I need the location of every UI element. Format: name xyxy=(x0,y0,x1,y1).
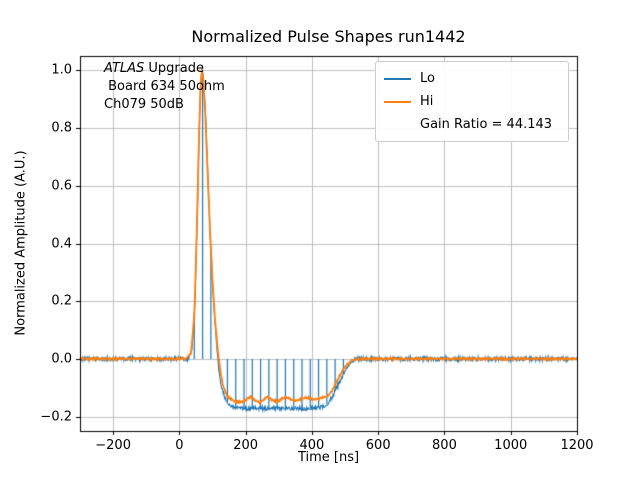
annotation: ATLAS Upgrade Board 634 50ohm Ch079 50dB xyxy=(104,60,225,115)
x-tick-label: 600 xyxy=(365,438,391,453)
legend-label-gain-ratio: Gain Ratio = 44.143 xyxy=(420,117,553,132)
y-tick-label: −0.2 xyxy=(40,409,72,425)
legend-entry-lo: Lo xyxy=(384,67,560,90)
y-tick-label: 1.0 xyxy=(51,62,72,78)
lo-line-swatch xyxy=(384,77,411,80)
legend: Lo Hi Gain Ratio = 44.143 xyxy=(375,61,569,142)
x-tick-label: 0 xyxy=(175,438,184,453)
legend-label-lo: Lo xyxy=(420,71,435,86)
legend-entry-hi: Hi xyxy=(384,90,560,113)
x-tick-label: 200 xyxy=(233,438,259,453)
y-tick-label: 0.4 xyxy=(51,236,72,251)
annotation-line-1: ATLAS Upgrade xyxy=(104,60,225,78)
y-tick-label: 0.0 xyxy=(51,351,72,367)
x-tick-label: 800 xyxy=(432,438,457,453)
legend-label-hi: Hi xyxy=(420,94,434,109)
x-tick-label: 1200 xyxy=(560,438,594,453)
hi-line-swatch xyxy=(384,100,411,103)
y-tick-label: 0.6 xyxy=(51,178,72,194)
y-axis-label: Normalized Amplitude (A.U.) xyxy=(13,150,29,336)
annotation-line-3: Ch079 50dB xyxy=(104,97,184,113)
annotation-atlas: ATLAS xyxy=(104,61,145,76)
annotation-line-2: Board 634 50ohm xyxy=(104,79,225,95)
annotation-upgrade: Upgrade xyxy=(144,61,204,76)
y-tick-label: 0.8 xyxy=(51,120,72,136)
y-tick-label: 0.2 xyxy=(51,293,72,309)
x-tick-label: 1000 xyxy=(494,438,528,453)
chart-title: Normalized Pulse Shapes run1442 xyxy=(191,27,466,46)
x-axis-label: Time [ns] xyxy=(297,450,360,465)
x-tick-label: −200 xyxy=(95,438,131,453)
legend-entry-gain-ratio: Gain Ratio = 44.143 xyxy=(384,113,560,136)
x-tick-label: 400 xyxy=(299,438,325,453)
